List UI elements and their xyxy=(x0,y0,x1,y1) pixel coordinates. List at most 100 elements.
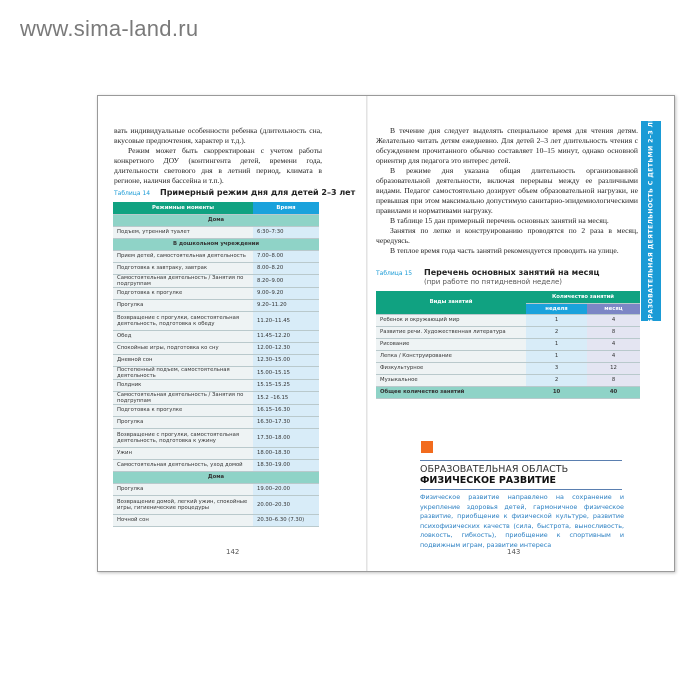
time-cell: 9.20–11.20 xyxy=(253,299,319,312)
table-row: Музыкальное 2 8 xyxy=(376,374,640,387)
time-cell: 11.20–11.45 xyxy=(253,311,319,331)
table-row: Полдник 15.15–15.25 xyxy=(113,379,319,392)
paragraph: Режим может быть скорректирован с учетом… xyxy=(114,146,322,185)
table-row: Подготовка к прогулке 9.00–9.20 xyxy=(113,287,319,300)
activity-cell: Самостоятельная деятельность / Занятия п… xyxy=(113,274,253,288)
month-cell: 12 xyxy=(587,362,640,375)
time-cell: 20.00–20.30 xyxy=(253,495,319,515)
table-row: Подготовка к прогулке 16.15–16.30 xyxy=(113,404,319,417)
table-row: Подъем, утренний туалет 6:30–7:30 xyxy=(113,226,319,239)
time-cell: 12.00–12.30 xyxy=(253,342,319,355)
time-cell: 15.00–15.15 xyxy=(253,366,319,380)
col-header: Количество занятий xyxy=(526,291,640,304)
month-cell: 8 xyxy=(587,374,640,387)
time-cell: 18.30–19.00 xyxy=(253,459,319,472)
time-cell: 7.00–8.00 xyxy=(253,250,319,263)
activity-cell: Прогулка xyxy=(113,299,253,312)
table-row: Самостоятельная деятельность, уход домой… xyxy=(113,459,319,472)
paragraph: Занятия по лепке и конструированию прово… xyxy=(376,226,638,245)
section-label: Дома xyxy=(113,471,319,484)
activity-cell: Самостоятельная деятельность, уход домой xyxy=(113,459,253,472)
paragraph: В таблице 15 дан примерный перечень осно… xyxy=(390,216,609,225)
activity-cell: Подготовка к прогулке xyxy=(113,287,253,300)
activity-cell: Самостоятельная деятельность / Занятия п… xyxy=(113,391,253,405)
table-row: Подготовка к завтраку, завтрак 8.00–8.20 xyxy=(113,262,319,275)
table-title: Перечень основных занятий на месяц xyxy=(424,268,600,277)
divider xyxy=(420,489,622,490)
activity-cell: Дневной сон xyxy=(113,354,253,367)
week-cell: 1 xyxy=(526,314,587,327)
left-text: вать индивидуальные особенности ребенка … xyxy=(114,126,322,186)
total-week: 10 xyxy=(526,386,587,399)
total-row: Общее количество занятий 10 40 xyxy=(376,386,640,399)
table-row: Возвращение с прогулки, самостоятельная … xyxy=(113,311,319,331)
month-cell: 8 xyxy=(587,326,640,339)
site-watermark: www.sima-land.ru xyxy=(20,16,199,41)
paragraph: В режиме дня указана общая длительность … xyxy=(376,166,638,215)
activity-cell: Развитие речи. Художественная литература xyxy=(376,326,526,339)
table-row: Лепка / Конструирование 1 4 xyxy=(376,350,640,363)
col-header: неделя xyxy=(526,303,587,315)
table-caption: Таблица 14 xyxy=(114,190,151,197)
activity-cell: Ребенок и окружающий мир xyxy=(376,314,526,327)
section-title: ФИЗИЧЕСКОЕ РАЗВИТИЕ xyxy=(420,475,557,486)
activity-cell: Музыкальное xyxy=(376,374,526,387)
activity-cell: Возвращение с прогулки, самостоятельная … xyxy=(113,311,253,331)
page-number: 142 xyxy=(226,548,240,556)
col-header: Время xyxy=(253,202,319,215)
col-header: месяц xyxy=(587,303,640,315)
orange-square-marker xyxy=(421,441,433,453)
activity-cell: Рисование xyxy=(376,338,526,351)
section-kicker: ОБРАЗОВАТЕЛЬНАЯ ОБЛАСТЬ xyxy=(420,464,569,475)
table-row: Обед 11.45–12.20 xyxy=(113,330,319,343)
section-text: Физическое развитие направлено на сохран… xyxy=(420,493,624,549)
activity-cell: Подготовка к завтраку, завтрак xyxy=(113,262,253,275)
divider xyxy=(420,460,622,461)
time-cell: 8.00–8.20 xyxy=(253,262,319,275)
activity-cell: Возвращение домой, легкий ужин, спокойны… xyxy=(113,495,253,515)
month-cell: 4 xyxy=(587,314,640,327)
time-cell: 16.15–16.30 xyxy=(253,404,319,417)
table-row: Развитие речи. Художественная литература… xyxy=(376,326,640,339)
time-cell: 17.30–18.00 xyxy=(253,428,319,448)
chapter-side-tab: ОБРАЗОВАТЕЛЬНАЯ ДЕЯТЕЛЬНОСТЬ С ДЕТЬМИ 2–… xyxy=(641,113,661,329)
table-row: Ночной сон 20.30–6.30 (7.30) xyxy=(113,514,319,527)
activity-cell: Ужин xyxy=(113,447,253,460)
week-cell: 2 xyxy=(526,374,587,387)
week-cell: 3 xyxy=(526,362,587,375)
section-row: Дома xyxy=(113,471,319,484)
table-row: Ребенок и окружающий мир 1 4 xyxy=(376,314,640,327)
time-cell: 20.30–6.30 (7.30) xyxy=(253,514,319,527)
col-header: Режимные моменты xyxy=(113,202,253,215)
section-label: В дошкольном учреждении xyxy=(113,238,319,251)
week-cell: 1 xyxy=(526,338,587,351)
page-number: 143 xyxy=(507,548,521,556)
table-row: Прием детей, самостоятельная деятельност… xyxy=(113,250,319,263)
time-cell: 6:30–7:30 xyxy=(253,226,319,239)
table-row: Постепенный подъем, самостоятельная деят… xyxy=(113,366,319,380)
table-row: Самостоятельная деятельность / Занятия п… xyxy=(113,391,319,405)
paragraph: В теплое время года часть занятий рекоме… xyxy=(390,246,619,255)
activity-cell: Полдник xyxy=(113,379,253,392)
table-row: Ужин 18.00–18.30 xyxy=(113,447,319,460)
activity-cell: Возвращение с прогулки, самостоятельная … xyxy=(113,428,253,448)
time-cell: 16.30–17.30 xyxy=(253,416,319,429)
table-title: Примерный режим дня для детей 2–3 лет xyxy=(160,188,356,197)
table-row: Спокойные игры, подготовка ко сну 12.00–1… xyxy=(113,342,319,355)
activities-table: Виды занятий Количество занятий неделя м… xyxy=(376,291,640,399)
activity-cell: Прием детей, самостоятельная деятельност… xyxy=(113,250,253,263)
table-subtitle: (при работе по пятидневной неделе) xyxy=(424,278,562,286)
activity-cell: Спокойные игры, подготовка ко сну xyxy=(113,342,253,355)
table-row: Возвращение домой, легкий ужин, спокойны… xyxy=(113,495,319,515)
section-row: В дошкольном учреждении xyxy=(113,238,319,251)
activity-cell: Постепенный подъем, самостоятельная деят… xyxy=(113,366,253,380)
col-header: Виды занятий xyxy=(376,291,526,315)
activity-cell: Обед xyxy=(113,330,253,343)
time-cell: 9.00–9.20 xyxy=(253,287,319,300)
time-cell: 19.00–20.00 xyxy=(253,483,319,496)
total-label: Общее количество занятий xyxy=(376,386,526,399)
activity-cell: Физкультурное xyxy=(376,362,526,375)
total-month: 40 xyxy=(587,386,640,399)
section-label: Дома xyxy=(113,214,319,227)
time-cell: 18.00–18.30 xyxy=(253,447,319,460)
